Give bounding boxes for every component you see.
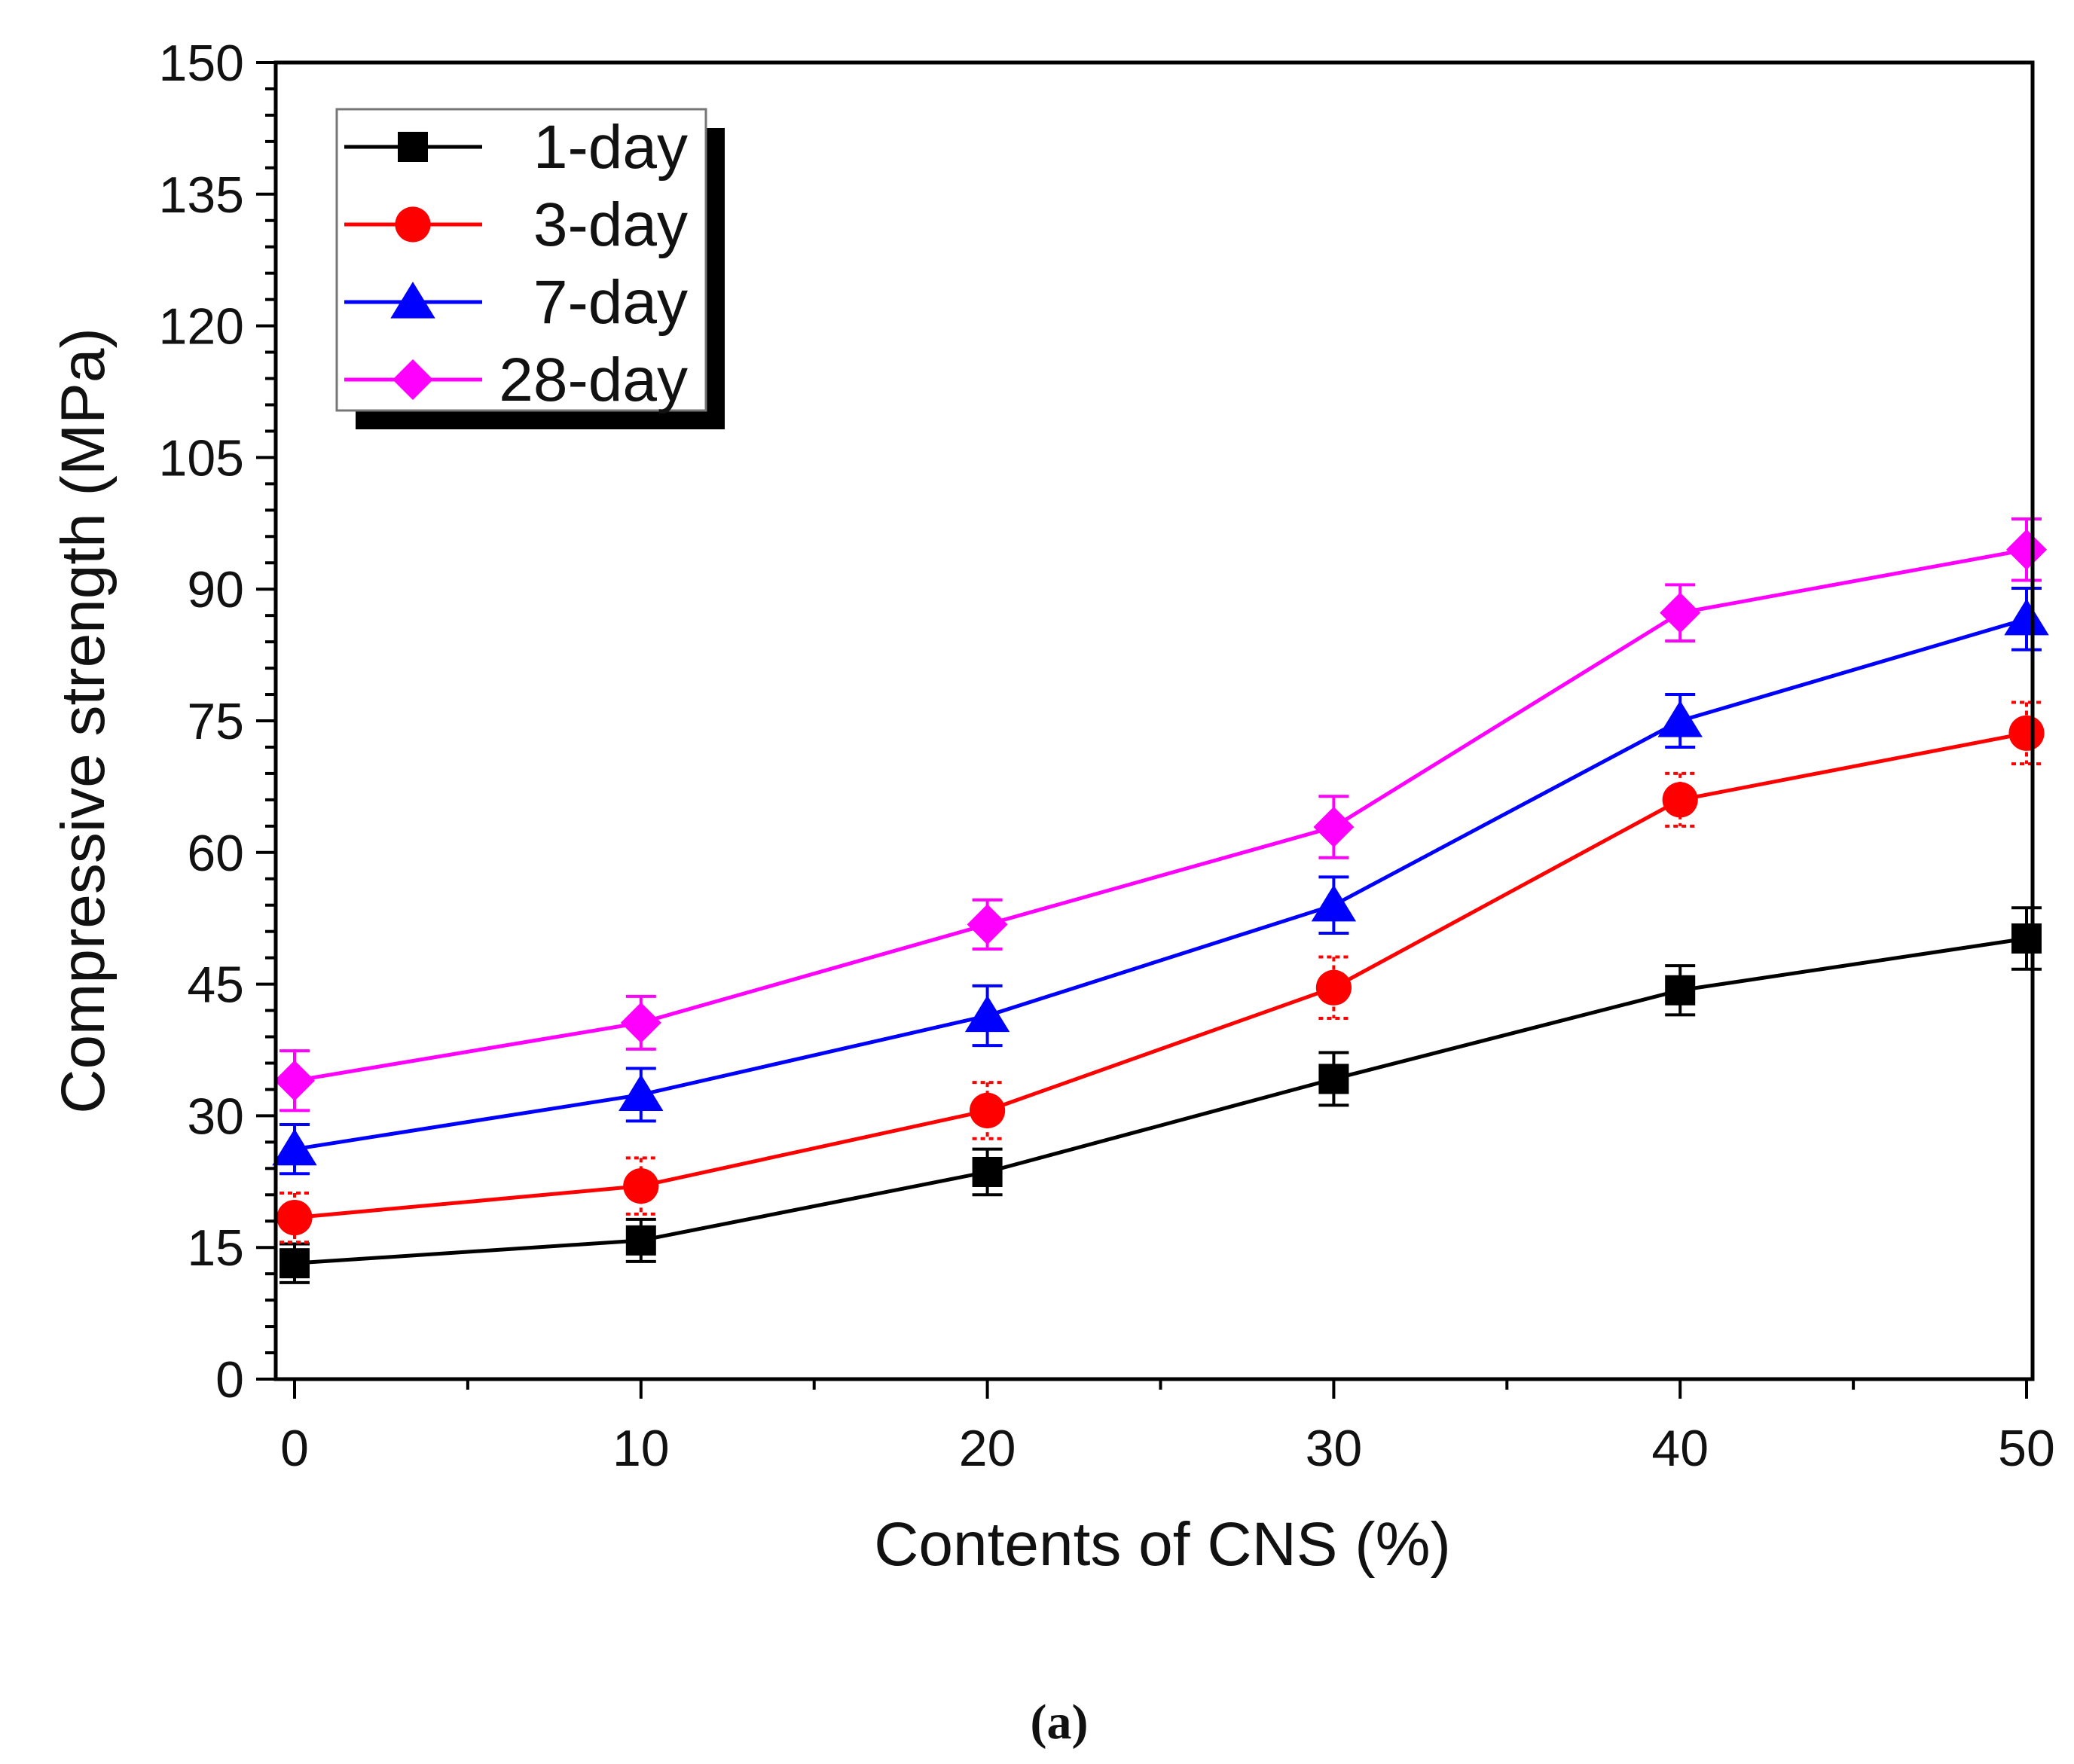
data-point-7-day xyxy=(1311,884,1357,922)
series-3-day xyxy=(276,700,2045,1244)
figure-caption: (a) xyxy=(1031,1695,1089,1750)
data-point-1-day xyxy=(1665,975,1696,1006)
series-28-day xyxy=(274,517,2047,1112)
data-point-7-day xyxy=(1657,700,1703,737)
x-tick-label: 50 xyxy=(1998,1420,2055,1477)
y-tick-label: 60 xyxy=(187,825,244,882)
data-point-7-day xyxy=(964,995,1010,1033)
legend-marker-7-day xyxy=(390,282,435,319)
legend-item-3-day: 3-day xyxy=(344,191,688,259)
legend-marker-3-day xyxy=(395,206,431,243)
x-tick-label: 0 xyxy=(280,1420,309,1477)
data-point-3-day xyxy=(276,1199,313,1236)
data-point-7-day xyxy=(2004,598,2049,636)
y-tick-label: 75 xyxy=(187,693,244,750)
y-tick-label: 0 xyxy=(215,1351,244,1408)
legend-label-7-day: 7-day xyxy=(533,268,688,337)
x-axis-tick-labels: 0 10 20 30 40 50 xyxy=(280,1420,2055,1477)
y-tick-label: 15 xyxy=(187,1219,244,1277)
data-point-3-day xyxy=(1662,782,1698,818)
y-tick-label: 120 xyxy=(159,298,244,356)
series-line-28-day xyxy=(294,548,2027,1083)
x-axis-title: Contents of CNS (%) xyxy=(874,1510,1451,1579)
legend-item-28-day: 28-day xyxy=(344,346,688,414)
legend-label-28-day: 28-day xyxy=(499,346,688,414)
y-tick-label: 135 xyxy=(159,166,244,224)
data-point-28-day xyxy=(1313,807,1355,848)
series-line-3-day xyxy=(294,731,2027,1220)
y-tick-label: 45 xyxy=(187,957,244,1014)
data-point-7-day xyxy=(272,1128,317,1166)
error-bar xyxy=(1318,955,1349,1021)
y-tick-label: 30 xyxy=(187,1088,244,1145)
legend-marker-1-day xyxy=(398,132,428,162)
y-axis-title: Compressive strength (MPa) xyxy=(49,328,118,1114)
legend-item-7-day: 7-day xyxy=(344,268,688,337)
series-1-day xyxy=(279,906,2042,1284)
legend: 1-day 3-day 7-day 28-day xyxy=(335,108,725,429)
data-point-28-day xyxy=(1660,592,1701,633)
legend-label-1-day: 1-day xyxy=(533,113,688,182)
y-tick-label: 150 xyxy=(159,35,244,92)
series-layer xyxy=(272,517,2049,1284)
series-line-7-day xyxy=(294,617,2027,1152)
data-point-3-day xyxy=(1315,969,1352,1006)
data-point-3-day xyxy=(970,1092,1006,1129)
error-bar xyxy=(2011,700,2042,766)
data-point-7-day xyxy=(619,1074,664,1112)
data-point-28-day xyxy=(274,1060,315,1101)
legend-label-3-day: 3-day xyxy=(533,191,688,259)
data-point-28-day xyxy=(2006,529,2047,570)
data-point-1-day xyxy=(279,1248,310,1279)
data-point-1-day xyxy=(972,1156,1003,1187)
y-axis-tick-labels: 0 15 30 45 60 75 90 105 120 135 150 xyxy=(159,35,244,1408)
data-point-1-day xyxy=(625,1225,656,1256)
series-line-1-day xyxy=(294,936,2027,1265)
data-point-1-day xyxy=(1318,1064,1349,1094)
legend-item-1-day: 1-day xyxy=(344,113,688,182)
x-tick-label: 40 xyxy=(1651,1420,1709,1477)
data-point-28-day xyxy=(967,904,1008,945)
x-tick-label: 30 xyxy=(1306,1420,1363,1477)
data-point-3-day xyxy=(2008,715,2045,751)
error-bar xyxy=(279,1191,310,1244)
data-point-28-day xyxy=(620,1002,661,1043)
x-tick-label: 10 xyxy=(612,1420,670,1477)
plot-area-frame xyxy=(273,60,2035,1381)
legend-marker-28-day xyxy=(393,359,433,400)
data-point-3-day xyxy=(623,1168,659,1204)
series-7-day xyxy=(272,587,2049,1176)
y-tick-label: 105 xyxy=(159,429,244,487)
y-tick-label: 90 xyxy=(187,561,244,618)
data-point-1-day xyxy=(2011,923,2042,954)
x-tick-label: 20 xyxy=(959,1420,1016,1477)
